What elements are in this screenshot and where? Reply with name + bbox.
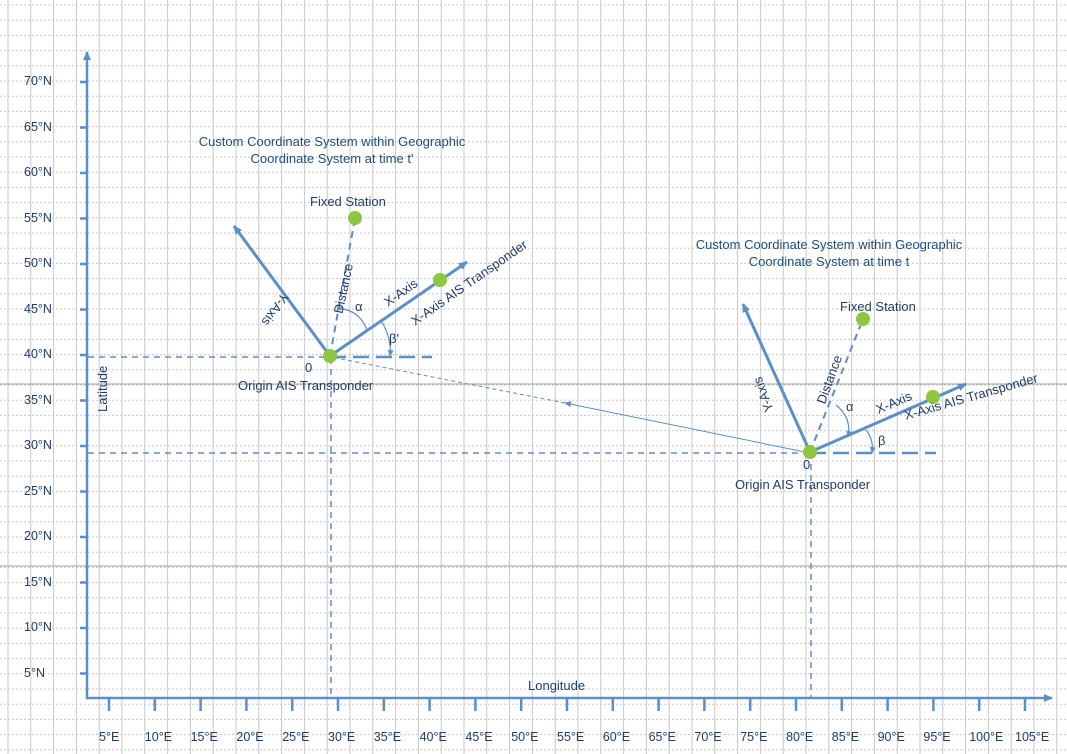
alpha-arc <box>835 404 853 438</box>
lon-tick-label: 25°E <box>282 730 310 744</box>
fixed-station-point <box>856 312 870 326</box>
lon-tick-label: 95°E <box>923 730 951 744</box>
origin-zero-label: 0 <box>803 457 811 472</box>
title-line-1: Custom Coordinate System within Geograph… <box>198 134 466 149</box>
lon-tick-label: 55°E <box>557 730 585 744</box>
lon-tick-label: 15°E <box>190 730 218 744</box>
title-line-2: Coordinate System at time t <box>748 254 910 269</box>
beta-label: β' <box>389 331 399 346</box>
lon-tick-label: 75°E <box>740 730 768 744</box>
lat-tick-label: 50°N <box>24 256 52 270</box>
movement-trail <box>335 357 566 404</box>
lat-tick-label: 40°N <box>24 347 52 361</box>
beta-arc <box>865 429 876 454</box>
lat-tick-label: 20°N <box>24 529 52 543</box>
title-line-2: Coordinate System at time t' <box>250 151 414 166</box>
lat-tick-label: 15°N <box>24 574 52 589</box>
lat-tick-label: 25°N <box>24 483 52 498</box>
lon-tick-label: 5°E <box>99 730 120 744</box>
lat-tick-label: 60°N <box>24 165 52 179</box>
ais-transponder-point <box>926 390 940 404</box>
lat-tick-label: 35°N <box>24 392 52 407</box>
lat-tick-label: 10°N <box>24 620 52 634</box>
lon-tick-label: 30°E <box>328 730 356 744</box>
x-axis-arrow <box>809 382 967 454</box>
fixed-station-label: Fixed Station <box>310 194 386 209</box>
longitude-axis-label: Longitude <box>528 678 586 693</box>
latitude-axis-label: Latitude <box>95 365 110 412</box>
lat-tick-label: 45°N <box>24 301 52 316</box>
lon-tick-label: 105°E <box>1015 730 1050 744</box>
lon-tick-label: 60°E <box>602 730 631 744</box>
lon-tick-label: 100°E <box>969 730 1004 744</box>
lat-tick-label: 65°N <box>24 119 52 134</box>
y-axis-arrow <box>232 225 332 357</box>
origin-point <box>803 445 817 459</box>
lon-tick-label: 35°E <box>373 730 402 744</box>
lon-tick-label: 40°E <box>419 730 447 744</box>
title: Custom Coordinate System within Geograph… <box>186 133 478 167</box>
lat-tick-label: 30°N <box>24 438 52 452</box>
y-axis-arrow <box>741 303 812 453</box>
title: Custom Coordinate System within Geograph… <box>682 236 976 270</box>
lat-tick-label: 5°N <box>24 665 45 680</box>
fixed-station-point <box>348 211 362 225</box>
lat-tick-label: 70°N <box>24 74 52 88</box>
origin-point <box>323 349 337 363</box>
fixed-station-label: Fixed Station <box>840 299 916 314</box>
lon-tick-label: 50°E <box>511 730 539 744</box>
lon-tick-label: 70°E <box>694 730 722 744</box>
lat-tick-label: 55°N <box>24 210 52 225</box>
origin-zero-label: 0 <box>305 360 313 375</box>
origin-label: Origin AIS Transponder <box>238 378 374 393</box>
reference-lines <box>88 356 812 697</box>
alpha-label: α <box>355 299 363 314</box>
movement-arrow <box>564 401 806 453</box>
lon-tick-label: 10°E <box>144 730 173 744</box>
lon-tick-label: 45°E <box>465 730 493 744</box>
lon-tick-label: 90°E <box>877 730 905 744</box>
system-t <box>741 303 967 459</box>
axis-ticks <box>80 80 1027 711</box>
lon-tick-label: 65°E <box>648 730 676 744</box>
lon-tick-label: 80°E <box>786 730 814 744</box>
beta-arc <box>381 321 394 357</box>
origin-label: Origin AIS Transponder <box>735 477 871 492</box>
lon-tick-label: 20°E <box>236 730 264 744</box>
alpha-arc <box>336 305 368 331</box>
alpha-label: α <box>846 399 854 414</box>
title-line-1: Custom Coordinate System within Geograph… <box>695 237 963 252</box>
system-t-prime <box>232 211 468 363</box>
ais-transponder-point <box>433 273 447 287</box>
lon-tick-label: 85°E <box>831 730 860 744</box>
beta-label: β <box>878 433 886 448</box>
